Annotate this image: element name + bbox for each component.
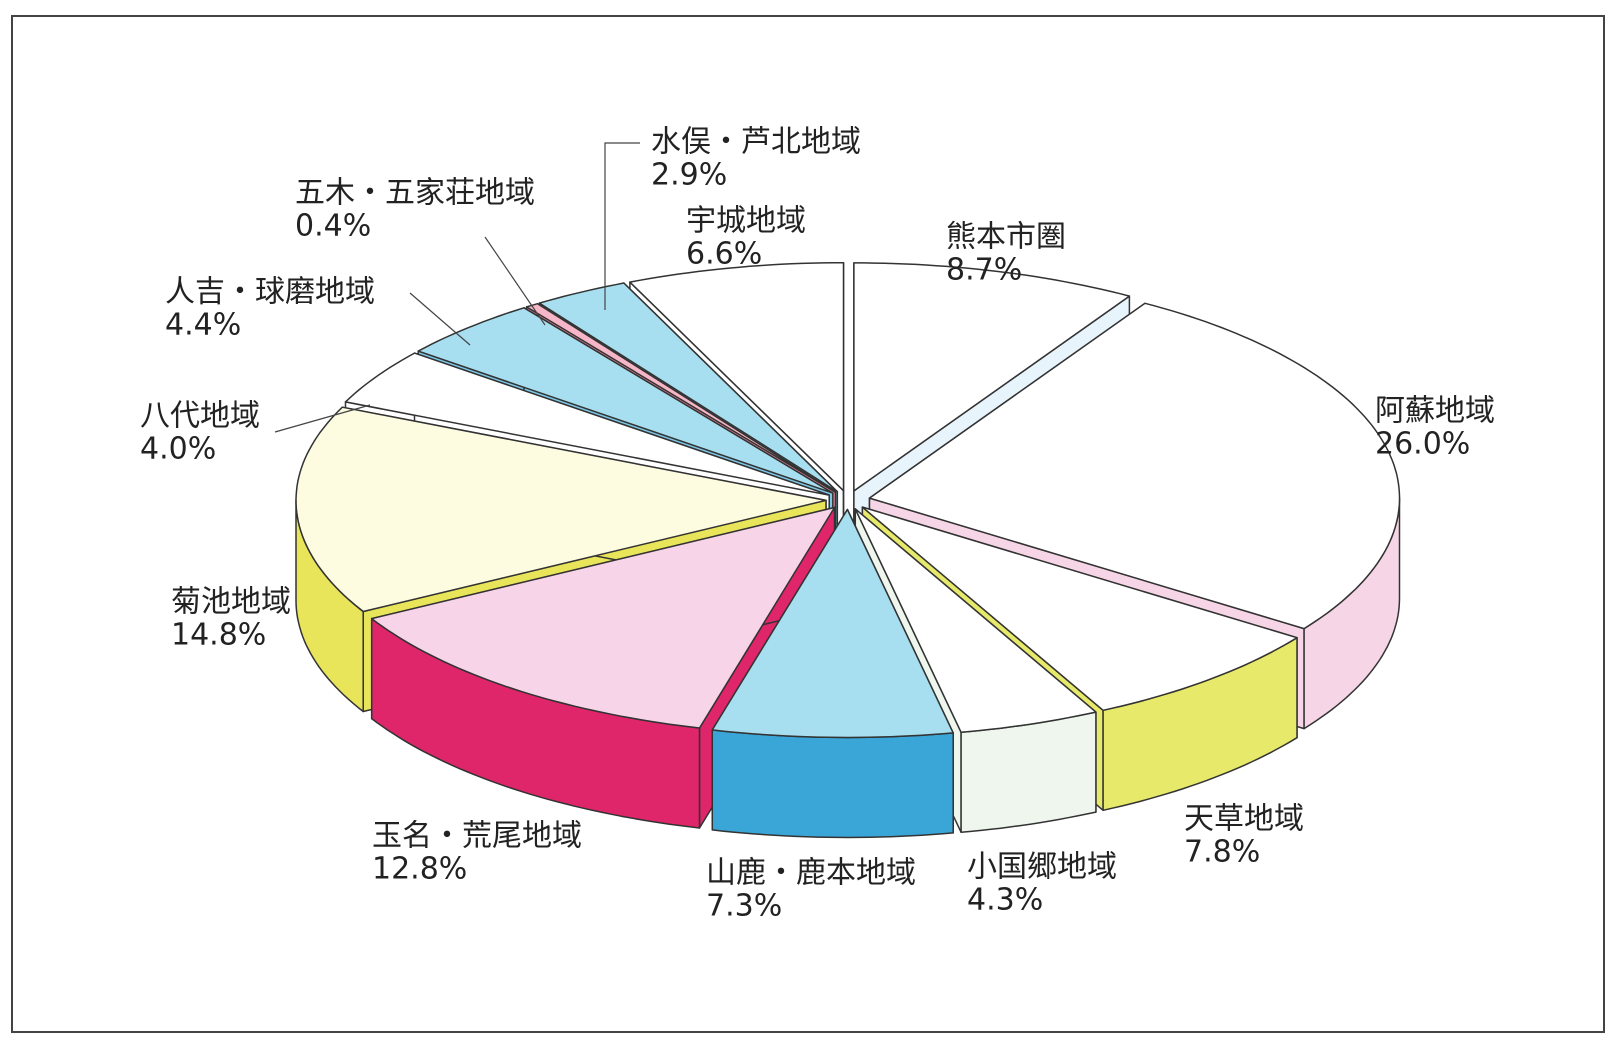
slice — [538, 282, 839, 493]
slice — [295, 406, 827, 613]
slice-label: 五木・五家荘地域 — [295, 176, 535, 211]
slice-label: 天草地域 — [1184, 802, 1304, 837]
leader-line — [484, 236, 546, 326]
slice — [868, 302, 1401, 630]
chart-frame — [11, 15, 1605, 1033]
slice-label: 阿蘇地域 — [1375, 394, 1495, 429]
slice-value-label: 4.4% — [165, 308, 241, 343]
leader-line — [274, 404, 371, 433]
slice — [344, 352, 830, 496]
slice — [853, 262, 1131, 492]
slice-label: 八代地域 — [140, 399, 260, 434]
slice-label: 宇城地域 — [686, 204, 806, 239]
slice-value-label: 14.8% — [171, 618, 266, 653]
slice-label: 小国郷地域 — [967, 850, 1117, 885]
slice-value-label: 4.3% — [967, 883, 1043, 918]
slice-value-label: 7.3% — [706, 889, 782, 924]
slice-value-label: 26.0% — [1375, 427, 1470, 462]
slice-label: 山鹿・鹿本地域 — [706, 856, 916, 891]
slice-value-label: 12.8% — [372, 852, 467, 887]
slice — [861, 506, 1298, 712]
slice-label: 熊本市圏 — [946, 220, 1066, 255]
slice — [854, 508, 1097, 734]
slice-value-label: 0.4% — [295, 209, 371, 244]
slice-side — [711, 729, 954, 839]
slice-label: 玉名・荒尾地域 — [372, 819, 582, 854]
slice-value-label: 6.6% — [686, 237, 762, 272]
leader-line — [409, 292, 471, 346]
slice-value-label: 7.8% — [1184, 835, 1260, 870]
slice — [711, 508, 954, 739]
leader-line — [604, 142, 640, 310]
slice — [370, 506, 836, 729]
slice-label: 菊池地域 — [171, 585, 291, 620]
slice-value-label: 4.0% — [140, 432, 216, 467]
slice — [417, 307, 834, 494]
slice-label: 人吉・球磨地域 — [165, 275, 375, 310]
slice — [629, 261, 845, 492]
slice-value-label: 2.9% — [651, 158, 727, 193]
slice-label: 水俣・芦北地域 — [651, 125, 861, 160]
slice-value-label: 8.7% — [946, 253, 1022, 288]
